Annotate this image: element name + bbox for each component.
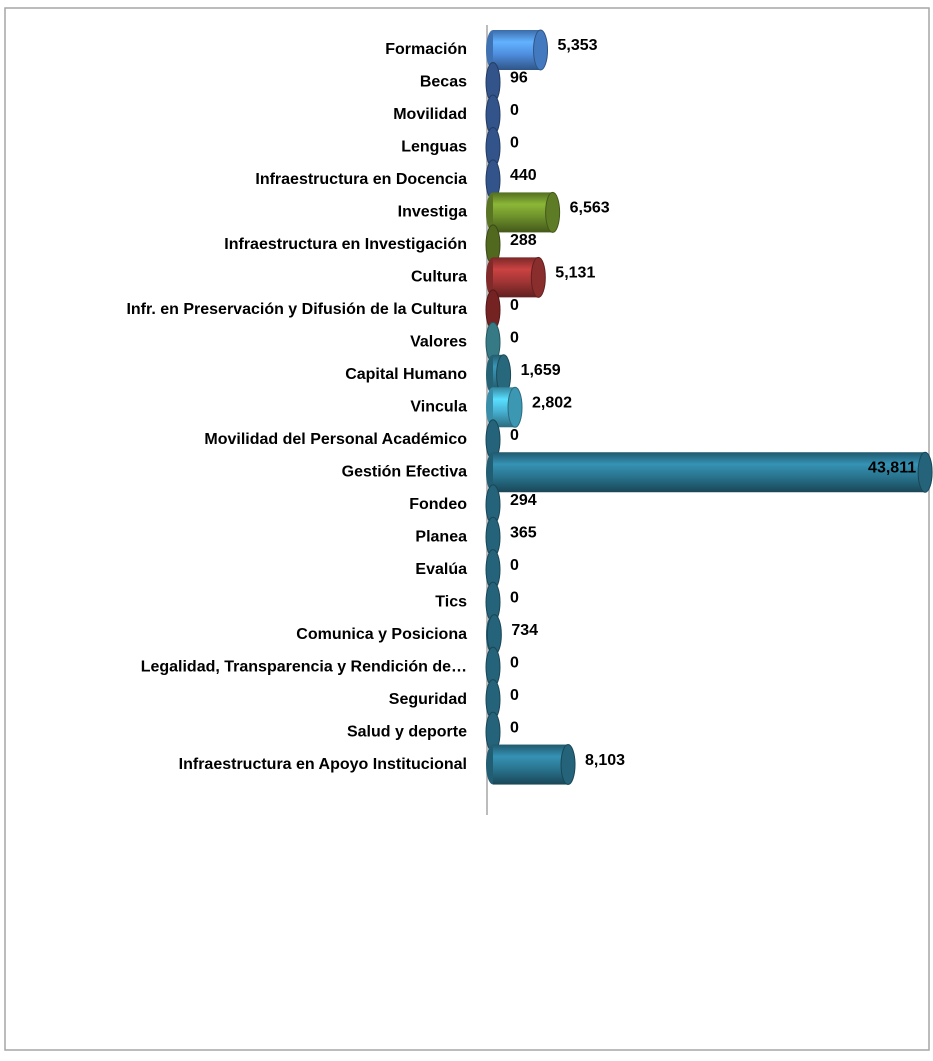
- category-label: Cultura: [411, 269, 467, 286]
- category-label: Infraestructura en Apoyo Institucional: [179, 756, 467, 773]
- value-label: 0: [510, 654, 519, 671]
- bar: [485, 646, 501, 688]
- category-label: Salud y deporte: [347, 723, 467, 740]
- value-label: 0: [510, 102, 519, 119]
- bar-cap: [545, 191, 561, 233]
- value-label: 365: [510, 524, 537, 541]
- bar-body: [493, 744, 569, 785]
- value-label: 0: [510, 135, 519, 152]
- value-label: 294: [510, 492, 537, 509]
- category-label: Movilidad del Personal Académico: [204, 431, 467, 448]
- bar: [485, 711, 501, 753]
- bar: [486, 744, 576, 786]
- bar-cap: [560, 744, 576, 786]
- bar-body: [493, 30, 541, 70]
- category-label: Seguridad: [389, 691, 467, 708]
- bar: [486, 354, 512, 396]
- bar: [485, 94, 501, 136]
- value-label: 5,353: [558, 37, 598, 54]
- bar: [485, 484, 501, 526]
- bar-body: [493, 257, 539, 298]
- bar: [485, 61, 501, 103]
- category-label: Gestión Efectiva: [342, 463, 467, 480]
- category-label: Infraestructura en Investigación: [224, 236, 467, 253]
- value-label: 0: [510, 297, 519, 314]
- category-label: Investiga: [398, 204, 467, 221]
- value-label: 0: [510, 330, 519, 347]
- value-label: 288: [510, 232, 537, 249]
- bar: [485, 126, 501, 168]
- category-label: Valores: [410, 334, 467, 351]
- bar: [486, 451, 933, 493]
- category-label: Evalúa: [415, 561, 467, 578]
- category-label: Tics: [435, 593, 467, 610]
- value-label: 0: [510, 687, 519, 704]
- category-label: Vincula: [410, 398, 467, 415]
- category-label: Movilidad: [393, 106, 467, 123]
- value-label: 0: [510, 557, 519, 574]
- bar: [485, 419, 501, 461]
- bar: [486, 29, 549, 71]
- value-label: 0: [510, 589, 519, 606]
- category-label: Lenguas: [401, 139, 467, 156]
- bar-cap: [917, 451, 933, 493]
- bar: [485, 159, 501, 201]
- value-label: 440: [510, 167, 537, 184]
- bar-cap: [530, 256, 546, 298]
- bar-cap: [533, 29, 549, 71]
- bar: [485, 549, 501, 591]
- value-label: 734: [511, 622, 538, 639]
- value-label: 2,802: [532, 394, 572, 411]
- bar: [486, 191, 561, 233]
- category-label: Capital Humano: [345, 366, 467, 383]
- value-label: 43,811: [868, 459, 916, 476]
- bar-body: [493, 192, 553, 233]
- bar: [485, 581, 501, 623]
- category-label: Planea: [415, 528, 467, 545]
- category-label: Becas: [420, 74, 467, 91]
- category-label: Legalidad, Transparencia y Rendición de…: [141, 658, 467, 675]
- value-label: 6,563: [570, 200, 610, 217]
- bar-body: [493, 452, 926, 493]
- category-label: Comunica y Posiciona: [296, 626, 467, 643]
- value-label: 8,103: [585, 752, 625, 769]
- category-label: Formación: [385, 41, 467, 58]
- category-label: Infraestructura en Docencia: [255, 171, 467, 188]
- value-label: 5,131: [555, 265, 595, 282]
- value-label: 0: [510, 427, 519, 444]
- bar: [486, 256, 546, 298]
- value-label: 0: [510, 719, 519, 736]
- category-label: Infr. en Preservación y Difusión de la C…: [126, 301, 467, 318]
- bar: [485, 516, 501, 558]
- bar: [486, 386, 523, 428]
- bar: [485, 224, 501, 266]
- category-label: Fondeo: [409, 496, 467, 513]
- bar: [485, 679, 501, 721]
- bar-cap: [507, 386, 523, 428]
- frame: [4, 7, 930, 1051]
- value-label: 96: [510, 70, 528, 87]
- value-label: 1,659: [521, 362, 561, 379]
